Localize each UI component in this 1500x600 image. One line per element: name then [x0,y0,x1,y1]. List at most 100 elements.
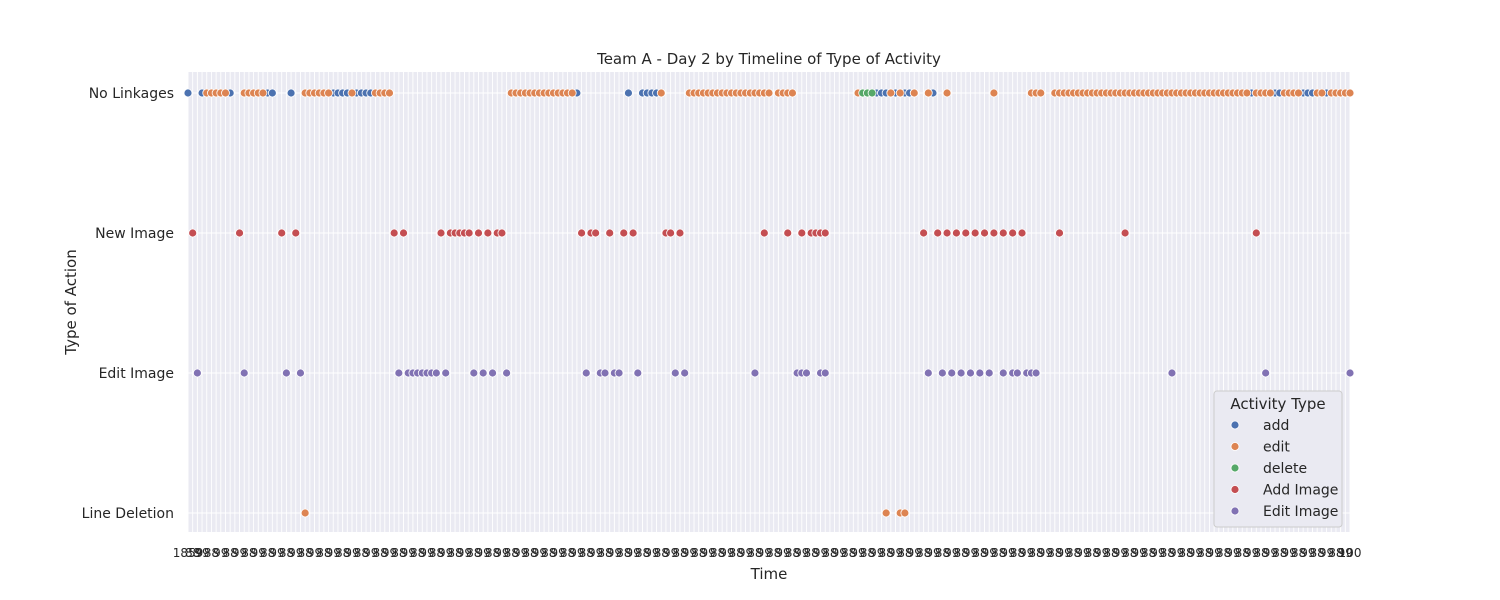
x-tick-label: 88 [1010,546,1025,560]
data-point [385,88,394,98]
x-tick-label: 88 [204,546,219,560]
data-point [1294,88,1303,98]
x-tick-label: 99 [625,546,640,560]
data-point [1261,368,1271,378]
x-tick-label: 88 [541,546,556,560]
x-tick-label: 88 [241,546,256,560]
x-tick-label: 88 [1028,546,1043,560]
x-tick-label: 99 [382,546,397,560]
data-point [291,228,301,238]
x-tick-label: 88 [185,546,200,560]
data-point [600,368,610,378]
x-tick-label: 99 [588,546,603,560]
y-tick-label: New Image [95,226,174,242]
x-tick-label: 99 [532,546,547,560]
data-point [581,368,591,378]
x-tick-label: 99 [363,546,378,560]
data-point [919,228,929,238]
legend-marker [1230,485,1240,494]
x-tick-label: 88 [860,546,875,560]
data-point [183,88,193,98]
data-point [324,88,333,98]
x-tick-label: 99 [738,546,753,560]
x-tick-label: 99 [288,546,303,560]
data-point [1345,88,1355,98]
data-point [1251,228,1261,238]
x-tick-label: 88 [223,546,238,560]
y-tick-label: No Linkages [89,86,174,102]
y-axis-label: Type of Action [62,249,80,355]
x-tick-label: 99 [1094,546,1109,560]
x-tick-label: 88 [279,546,294,560]
x-tick-label: 99 [326,546,341,560]
x-tick-label: 88 [1122,546,1137,560]
legend-label: Edit Image [1263,504,1338,520]
x-tick-label: 88 [822,546,837,560]
x-tick-label: 88 [260,546,275,560]
x-tick-label: 99 [1075,546,1090,560]
data-point [980,228,989,238]
data-point [431,368,441,378]
x-tick-label: 99 [1169,546,1184,560]
data-point [399,228,408,238]
x-tick-label: 88 [466,546,481,560]
x-tick-label: 88 [1160,546,1175,560]
data-point [937,368,947,378]
x-tick-label: 99 [850,546,865,560]
data-point [886,88,896,98]
data-point [666,228,676,238]
x-tick-label: 99 [757,546,772,560]
data-point [1317,88,1327,98]
x-tick-label: 88 [841,546,856,560]
legend-box [1213,390,1343,528]
data-point [614,368,624,378]
x-tick-label: 88 [1085,546,1100,560]
data-point [258,88,268,98]
x-tick-label: 88 [504,546,519,560]
data-point [192,368,202,378]
data-point [966,368,975,378]
x-tick-label: 88 [672,546,687,560]
data-point [441,368,451,378]
x-tick-label: 99 [1150,546,1165,560]
data-point [567,88,577,98]
data-point [188,228,198,238]
x-tick-label: 88 [878,546,893,560]
x-tick-label: 99 [944,546,959,560]
x-tick-label: 88 [1216,546,1231,560]
legend-label: add [1263,418,1289,434]
legend-label: edit [1263,440,1290,456]
x-tick-label: 88 [897,546,912,560]
x-tick-label: 88 [1235,546,1250,560]
data-point [984,368,994,378]
data-point [619,228,629,238]
x-tick-label: 99 [1338,546,1353,560]
data-point [783,228,793,238]
data-point [478,368,488,378]
x-tick-label: 99 [1225,546,1240,560]
data-points [183,88,1355,518]
y-tick-labels: No Linkages New Image Edit Image Line Delet… [82,86,174,522]
x-tick-label: 88 [1103,546,1118,560]
data-point [591,228,601,238]
x-tick-label: 88 [916,546,931,560]
x-tick-label: 99 [457,546,472,560]
data-point [1120,228,1130,238]
legend-marker [1230,420,1240,430]
data-point [900,508,910,518]
data-point [605,228,615,238]
x-tick-label: 88 [410,546,425,560]
x-tick-label: 99 [213,546,228,560]
x-tick-label: 88 [785,546,800,560]
data-point [820,368,830,378]
x-tick-label: 88 [335,546,350,560]
x-tick-label: 88 [729,546,744,560]
data-point [389,228,399,238]
data-point [1055,228,1064,238]
x-tick-label: 99 [907,546,922,560]
data-point [670,368,680,378]
data-point [797,228,807,238]
x-tick-label: 88 [447,546,462,560]
x-tick-label: 100 [1339,546,1362,560]
